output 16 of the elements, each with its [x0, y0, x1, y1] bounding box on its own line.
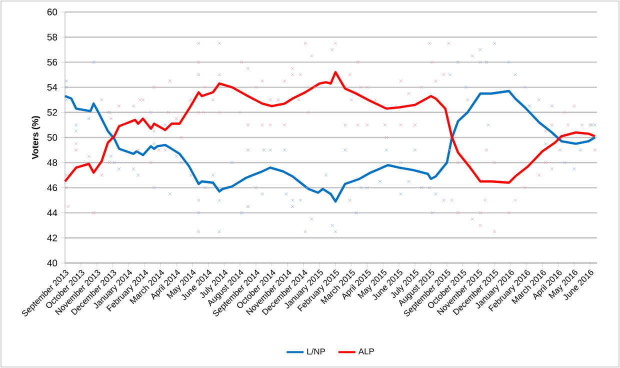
- y-tick-label: 50: [47, 134, 58, 141]
- line-series: [64, 71, 596, 184]
- legend-label: ALP: [358, 348, 374, 354]
- y-tick-label: 52: [47, 109, 58, 116]
- y-tick-label: 54: [47, 84, 58, 91]
- y-tick-label: 48: [47, 159, 58, 166]
- y-tick-label: 44: [47, 210, 58, 216]
- y-tick-label: 60: [47, 8, 58, 16]
- y-axis-title: Voters (%): [32, 116, 40, 160]
- y-tick-label: 40: [47, 260, 58, 266]
- line-series: [64, 90, 596, 203]
- y-tick-label: 56: [47, 58, 58, 66]
- y-tick-label: 58: [47, 34, 58, 40]
- legend-label: L/NP: [307, 348, 325, 355]
- y-tick-label: 42: [47, 234, 58, 242]
- y-tick-label: 46: [47, 184, 58, 192]
